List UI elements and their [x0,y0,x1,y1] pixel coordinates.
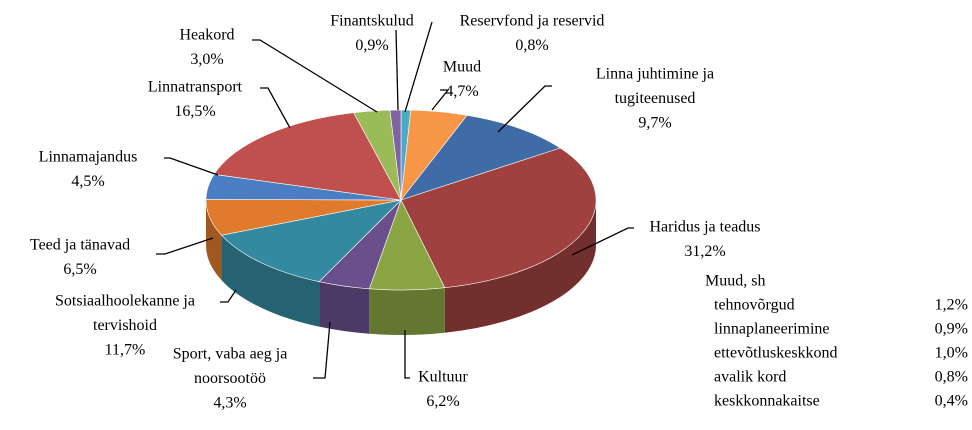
leader-line [252,39,378,113]
slice-label: Linna juhtimine ja [596,66,714,83]
breakdown-name: avalik kord [714,369,786,386]
leader-line [156,237,214,255]
leader-line [497,85,552,133]
breakdown-share: 1,2% [935,297,968,314]
slice-label: Muud [443,59,481,76]
leader-line [431,89,450,111]
slice-label: Linnamajandus [39,149,138,166]
slice-side [221,235,320,327]
value-label: 0,9% [355,37,388,54]
value-label: 16,5% [174,103,215,120]
slice-side [206,200,222,281]
leader-line [220,289,237,303]
slice-side [444,200,596,333]
breakdown-title: Muud, sh [705,273,765,290]
value-label: 11,7% [105,342,146,359]
slice-label: Heakord [179,27,234,44]
slice [220,199,402,283]
slice-label: Sotsiaalhoolekanne ja [55,293,195,310]
slice-side [319,281,370,334]
slice [389,109,402,201]
leader-line [404,21,433,113]
leader-line [313,321,331,379]
slice-label: Linnatransport [148,79,243,96]
breakdown-name: ettevõtluskeskkond [714,345,838,362]
value-label: 9,7% [638,115,671,132]
breakdown-name: tehnovõrgud [714,297,795,314]
value-label: 31,2% [684,243,725,260]
pie-sides [206,200,596,335]
pie-tops [205,109,597,291]
slice-label: noorsootöö [194,370,266,387]
value-label: 6,5% [63,261,96,278]
leader-line [164,157,219,176]
leader-line [395,29,399,111]
breakdown-name: linnaplaneerimine [714,321,830,338]
value-label: 4,3% [213,395,246,412]
value-label: 3,0% [190,51,223,68]
slice-label: Sport, vaba aeg ja [173,346,288,363]
leader-line [260,87,291,129]
slice [400,114,561,201]
leader-line [404,330,410,379]
slice-label: Finantskulud [330,13,414,30]
leader-line [571,227,634,256]
slice-label: tugiteenused [615,90,696,107]
value-label: 0,8% [515,37,548,54]
breakdown-share: 0,9% [935,321,968,338]
slice-label: Haridus ja teadus [649,219,760,236]
slice-side [369,287,445,335]
value-label: 4,7% [445,83,478,100]
slice-label: Teed ja tänavad [30,237,130,254]
breakdown-share: 0,8% [935,369,968,386]
value-label: 6,2% [426,393,459,410]
breakdown-share: 1,0% [935,345,968,362]
slice [400,147,597,289]
value-label: 4,5% [71,173,104,190]
breakdown-name: keskkonnakaitse [714,393,820,410]
slice [213,112,402,201]
slice-label: Kultuur [418,369,468,386]
breakdown-share: 0,4% [935,393,968,410]
slice-label: tervishoid [93,317,157,334]
slice-label: Reservfond ja reservid [460,13,605,30]
